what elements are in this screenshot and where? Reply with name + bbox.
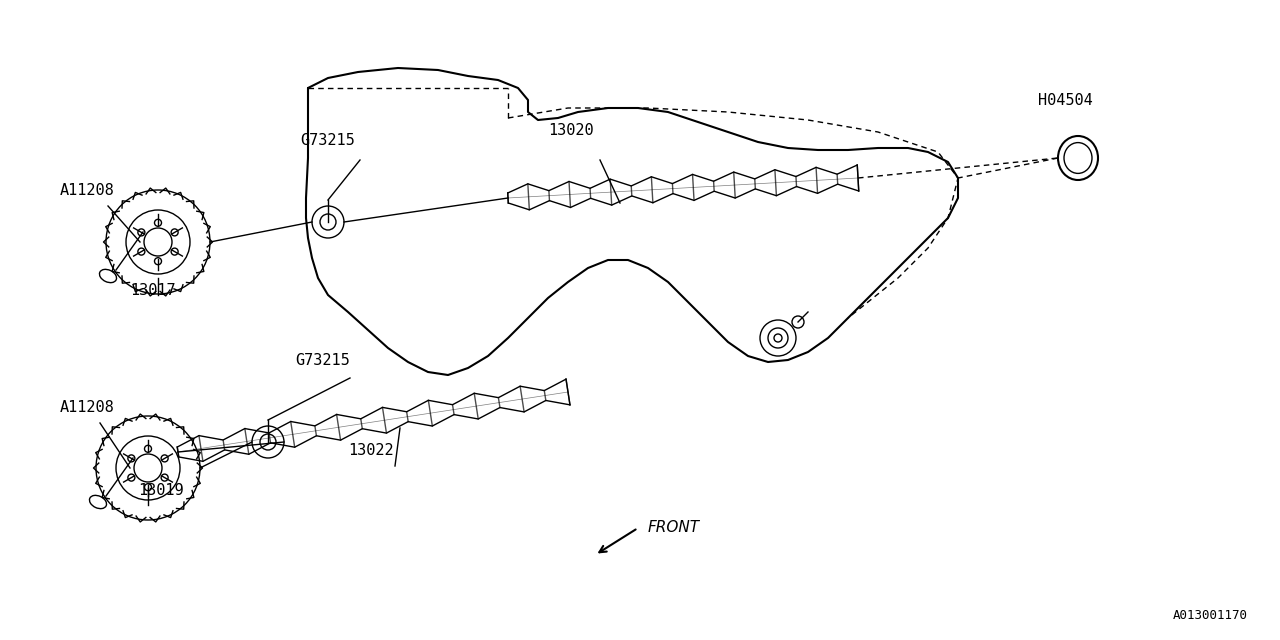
- Text: G73215: G73215: [300, 133, 355, 148]
- Text: A11208: A11208: [60, 183, 115, 198]
- Text: G73215: G73215: [294, 353, 349, 368]
- Text: A11208: A11208: [60, 400, 115, 415]
- Text: A013001170: A013001170: [1172, 609, 1248, 622]
- Text: 13020: 13020: [548, 123, 594, 138]
- Text: FRONT: FRONT: [648, 520, 700, 535]
- Text: 13022: 13022: [348, 443, 394, 458]
- Text: 13019: 13019: [138, 483, 183, 498]
- Text: 13017: 13017: [131, 283, 175, 298]
- Text: H04504: H04504: [1038, 93, 1093, 108]
